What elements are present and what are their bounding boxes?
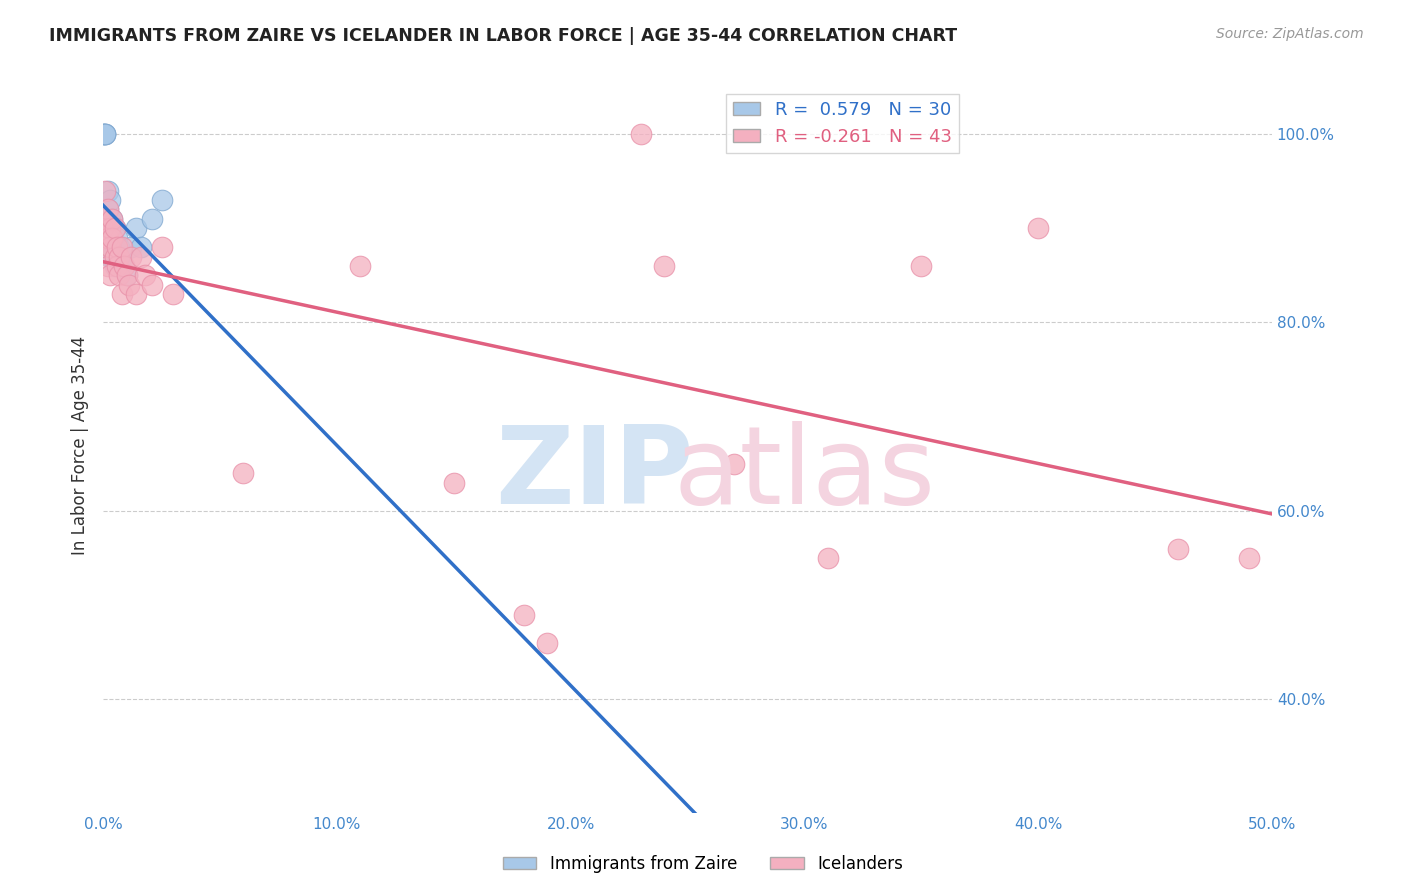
Point: [104, 240, 127, 254]
Point: [150, 240, 173, 254]
Legend: Immigrants from Zaire, Icelanders: Immigrants from Zaire, Icelanders: [496, 848, 910, 880]
Point: [91, 127, 114, 141]
Legend: R =  0.579   N = 30, R = -0.261   N = 43: R = 0.579 N = 30, R = -0.261 N = 43: [725, 94, 959, 153]
Text: Source: ZipAtlas.com: Source: ZipAtlas.com: [1216, 27, 1364, 41]
Point: [349, 259, 371, 273]
Point: [94, 127, 117, 141]
Point: [101, 211, 124, 226]
Point: [112, 259, 135, 273]
Point: [723, 457, 745, 471]
Point: [98, 211, 121, 226]
Point: [97, 259, 120, 273]
Point: [150, 193, 173, 207]
Point: [97, 221, 120, 235]
Point: [141, 277, 163, 292]
Point: [1026, 221, 1049, 235]
Point: [94, 184, 117, 198]
Point: [232, 467, 254, 481]
Point: [101, 250, 124, 264]
Point: [97, 184, 120, 198]
Point: [108, 268, 131, 283]
Point: [652, 259, 675, 273]
Text: ZIP: ZIP: [495, 421, 693, 527]
Point: [118, 277, 141, 292]
Point: [98, 240, 121, 254]
Point: [108, 250, 131, 264]
Point: [91, 221, 114, 235]
Y-axis label: In Labor Force | Age 35-44: In Labor Force | Age 35-44: [72, 335, 89, 555]
Point: [105, 230, 128, 244]
Point: [115, 268, 138, 283]
Point: [112, 259, 135, 273]
Point: [115, 268, 138, 283]
Point: [111, 240, 134, 254]
Point: [98, 193, 121, 207]
Point: [108, 240, 131, 254]
Point: [97, 230, 120, 244]
Point: [98, 268, 121, 283]
Text: IMMIGRANTS FROM ZAIRE VS ICELANDER IN LABOR FORCE | AGE 35-44 CORRELATION CHART: IMMIGRANTS FROM ZAIRE VS ICELANDER IN LA…: [49, 27, 957, 45]
Point: [134, 268, 156, 283]
Point: [91, 127, 114, 141]
Point: [94, 127, 117, 141]
Point: [443, 475, 465, 490]
Point: [97, 202, 120, 217]
Point: [98, 250, 121, 264]
Point: [910, 259, 932, 273]
Point: [125, 287, 148, 301]
Point: [101, 211, 124, 226]
Point: [97, 202, 120, 217]
Point: [536, 636, 558, 650]
Point: [105, 259, 128, 273]
Point: [91, 240, 114, 254]
Point: [817, 551, 839, 566]
Point: [111, 250, 134, 264]
Point: [630, 127, 652, 141]
Point: [97, 240, 120, 254]
Point: [129, 240, 152, 254]
Point: [129, 250, 152, 264]
Point: [98, 240, 121, 254]
Point: [94, 211, 117, 226]
Point: [104, 221, 127, 235]
Point: [104, 250, 127, 264]
Point: [1237, 551, 1260, 566]
Point: [101, 230, 124, 244]
Point: [162, 287, 184, 301]
Text: atlas: atlas: [673, 421, 935, 527]
Point: [125, 221, 148, 235]
Point: [120, 250, 142, 264]
Point: [513, 607, 536, 622]
Point: [141, 211, 163, 226]
Point: [94, 127, 117, 141]
Point: [120, 240, 142, 254]
Point: [111, 287, 134, 301]
Point: [1167, 541, 1189, 556]
Point: [105, 250, 128, 264]
Point: [104, 259, 127, 273]
Point: [98, 221, 121, 235]
Point: [105, 240, 128, 254]
Point: [104, 221, 127, 235]
Point: [101, 230, 124, 244]
